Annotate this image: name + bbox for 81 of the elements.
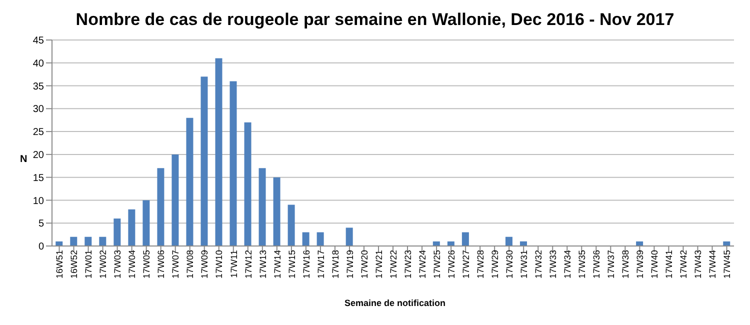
x-tick-label: 17W12 [243,250,254,279]
x-tick-label: 17W25 [432,250,442,279]
y-tick-label: 20 [32,150,44,161]
x-tick-label: 17W23 [402,250,413,279]
x-tick-label: 17W13 [258,250,268,279]
x-tick-label: 17W06 [156,250,166,279]
x-tick-label: 17W44 [708,250,718,279]
x-tick-label: 17W11 [228,250,239,278]
bar [99,236,106,246]
x-tick-label: 17W15 [286,250,297,279]
x-tick-label: 17W37 [606,250,616,279]
x-tick-label: 17W14 [272,250,282,279]
y-tick-label: 40 [32,58,44,70]
x-tick-label: 17W26 [446,250,456,279]
bar [215,58,222,246]
bar [346,228,353,246]
x-tick-label: 17W09 [200,250,210,279]
x-tick-label: 17W40 [650,250,660,279]
x-tick-label: 17W27 [460,250,471,279]
bar [186,118,194,246]
x-tick-label: 17W45 [722,250,732,279]
x-tick-label: 17W39 [635,250,646,279]
x-tick-label: 17W17 [316,250,326,279]
y-tick-label: 45 [32,36,44,47]
bar [273,177,280,246]
bar [244,122,252,246]
x-tick-label: 17W31 [518,250,529,279]
bar [114,218,121,246]
bar [230,81,237,246]
y-tick-label: 0 [38,242,44,253]
bar [462,232,469,246]
x-tick-label: 17W16 [301,250,312,279]
y-tick-label: 10 [32,196,44,207]
bar [142,200,150,246]
chart-title: Nombre de cas de rougeole par semaine en Wallonie, Dec 2016 - Nov 2017 [74,9,676,31]
bar [302,232,310,246]
x-tick-label: 17W01 [84,250,94,279]
x-tick-label: 17W35 [577,250,588,279]
x-tick-label: 17W08 [185,250,196,279]
y-tick-label: 30 [32,104,44,116]
bar [84,236,92,246]
x-tick-label: 17W07 [170,250,181,279]
bar [172,154,179,246]
x-tick-label: 17W29 [490,250,500,279]
x-tick-label: 17W20 [359,250,370,279]
x-tick-label: 16W51 [54,250,65,279]
x-tick-label: 17W18 [330,250,340,279]
y-tick-label: 35 [32,81,44,92]
bar [157,168,164,246]
x-tick-label: 17W28 [475,250,486,279]
x-tick-label: 17W02 [98,250,108,279]
x-axis-title: Semaine de notification [343,298,447,308]
x-tick-label: 17W34 [562,250,573,279]
x-tick-label: 17W42 [678,250,689,279]
bar [200,76,208,246]
x-tick-label: 17W24 [417,250,428,279]
bar [288,204,295,246]
y-tick-label: 15 [32,172,44,184]
bar [128,209,136,246]
x-tick-label: 17W22 [388,250,398,279]
bar [505,236,512,246]
x-tick-label: 17W38 [620,250,631,279]
y-axis-title: N [20,154,28,165]
x-tick-label: 17W05 [142,250,152,279]
x-tick-label: 17W21 [374,250,384,279]
x-tick-label: 17W03 [112,250,123,279]
bar [316,232,324,246]
x-tick-label: 17W04 [127,250,138,279]
x-tick-label: 17W43 [693,250,704,279]
x-tick-label: 16W52 [69,250,80,279]
x-tick-label: 17W30 [504,250,514,279]
x-tick-label: 17W33 [548,250,558,279]
x-tick-label: 17W19 [344,250,355,279]
y-tick-label: 25 [32,127,44,138]
x-tick-label: 17W32 [533,250,544,279]
x-tick-label: 17W10 [214,250,224,279]
x-tick-label: 17W41 [664,250,674,279]
y-tick-label: 5 [38,218,44,230]
bar [70,236,78,246]
bar [258,168,266,246]
x-tick-label: 17W36 [592,250,602,279]
